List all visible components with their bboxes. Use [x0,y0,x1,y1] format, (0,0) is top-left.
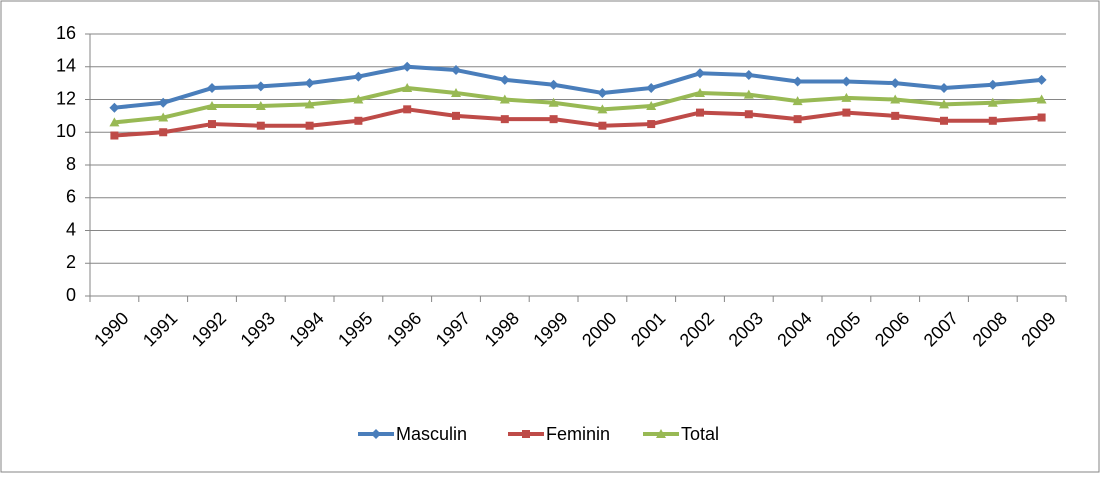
marker [598,121,607,130]
y-tick-label: 4 [66,219,76,239]
marker [842,108,851,117]
marker [939,99,949,109]
series-line [114,64,1042,110]
marker [890,94,901,104]
marker [548,97,559,107]
marker [890,78,901,89]
marker [452,111,460,120]
y-tick-label: 0 [66,285,76,305]
y-tick-label: 2 [66,252,76,272]
marker [1036,74,1047,85]
marker [743,89,754,99]
y-tick-label: 10 [56,121,76,141]
marker [696,108,704,117]
legend-marker [656,429,666,438]
marker [891,111,900,120]
marker [451,87,461,97]
marker [402,61,413,72]
marker [304,99,315,109]
legend-marker [371,429,381,439]
marker [499,94,510,104]
y-tick-label: 8 [66,154,76,174]
y-tick-label: 12 [56,88,76,108]
marker [500,115,509,124]
marker [548,79,559,90]
marker [255,101,266,111]
marker [207,83,217,94]
y-tick-label: 16 [56,23,76,43]
marker [987,79,998,90]
marker [841,92,852,102]
marker [208,120,216,129]
marker [353,94,364,104]
marker [597,87,608,98]
marker [402,83,413,93]
marker [255,81,266,92]
y-tick-label: 6 [66,187,76,207]
marker [646,101,657,111]
marker [499,74,510,85]
marker [646,83,657,94]
marker [304,78,315,89]
legend-label: Feminin [546,424,610,444]
marker [940,116,948,125]
marker [597,104,608,114]
marker [695,68,705,79]
marker [841,76,852,87]
marker [451,65,461,76]
marker [792,76,803,87]
marker [110,131,119,140]
marker [1037,113,1046,122]
legend-label: Masculin [396,424,467,444]
marker [988,116,997,125]
marker [744,110,753,119]
marker [987,97,998,107]
marker [256,121,265,130]
marker [695,87,705,97]
series-line [114,86,1042,125]
marker [743,69,754,80]
series-line [114,107,1042,138]
marker [647,120,656,129]
marker [158,97,169,108]
marker [159,128,168,137]
marker [1036,94,1047,104]
legend-label: Total [681,424,719,444]
marker [207,101,217,111]
marker [403,105,412,114]
marker [939,83,949,94]
marker [354,116,363,125]
marker [793,115,802,124]
marker [792,96,803,106]
marker [109,102,120,113]
marker [305,121,314,130]
marker [549,115,558,124]
marker [353,71,364,82]
marker [158,112,169,122]
y-tick-label: 14 [56,56,76,76]
legend-marker [522,430,530,438]
marker [109,117,120,127]
